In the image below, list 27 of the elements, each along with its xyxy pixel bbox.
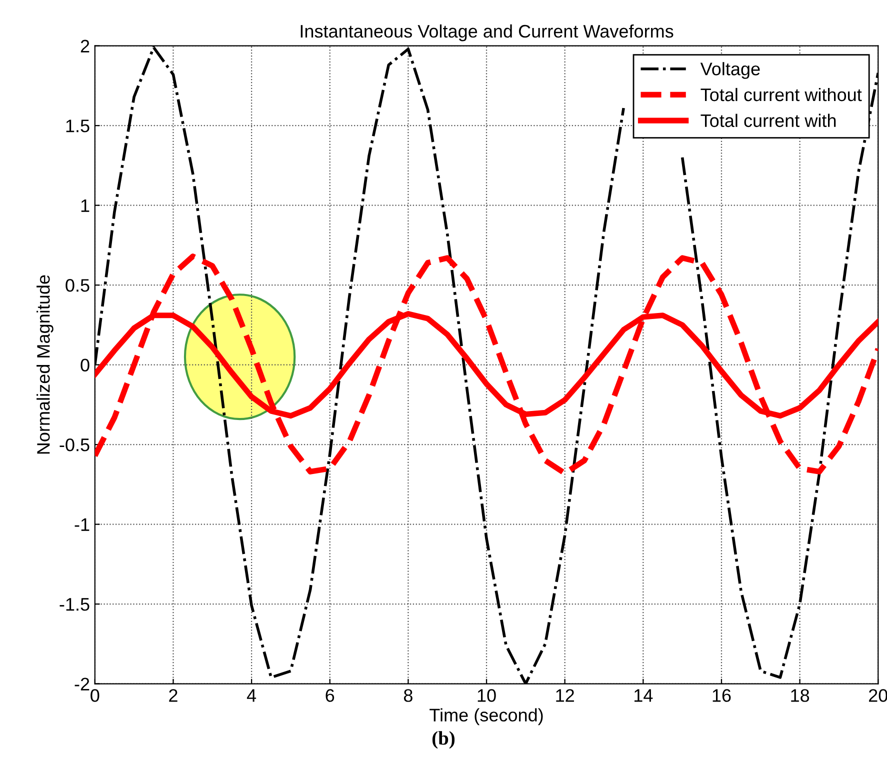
x-tick-label: 10: [478, 689, 496, 702]
legend-label: Total current with: [700, 114, 836, 128]
legend-label: Total current without: [700, 88, 862, 102]
x-tick-label: 16: [712, 689, 731, 702]
x-tick-label: 8: [404, 689, 412, 702]
y-tick-label: -1.5: [60, 598, 90, 611]
text: (b): [432, 731, 455, 749]
x-tick-label: 18: [791, 689, 810, 702]
x-tick-label: 4: [246, 689, 256, 702]
y-tick-label: 1.5: [66, 120, 90, 132]
y-tick-label: 0.5: [66, 279, 90, 292]
x-tick-label: 12: [556, 689, 574, 702]
chart-title: Instantaneous Voltage and Current Waveforms: [300, 24, 674, 42]
legend-label: Voltage: [700, 62, 760, 79]
y-tick-label: 2: [80, 40, 90, 52]
x-tick-label: 0: [90, 689, 100, 702]
x-tick-label: 14: [634, 689, 653, 702]
y-tick-label: -0.5: [60, 438, 90, 452]
y-tick-label: 0: [80, 358, 90, 372]
x-tick-label: 2: [169, 689, 178, 702]
y-tick-label: 1: [81, 199, 90, 212]
x-tick-label: 6: [326, 689, 334, 702]
y-tick-label: -2: [74, 678, 90, 690]
y-axis-title: Normalized Magnitude: [36, 275, 54, 454]
y-tick-label: -1: [74, 518, 90, 531]
x-tick-label: 20: [869, 689, 887, 702]
x-axis-title: Time (second): [430, 708, 543, 726]
